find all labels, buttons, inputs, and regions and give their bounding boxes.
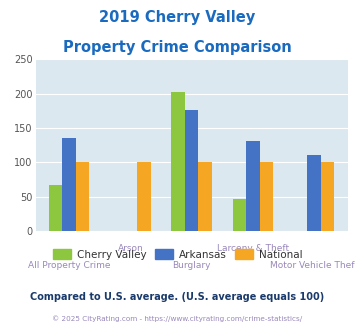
- Bar: [76, 162, 89, 231]
- Text: 2019 Cherry Valley: 2019 Cherry Valley: [99, 10, 256, 25]
- Bar: [62, 138, 76, 231]
- Bar: [171, 92, 185, 231]
- Text: Motor Vehicle Theft: Motor Vehicle Theft: [270, 261, 355, 270]
- Bar: [307, 155, 321, 231]
- Text: All Property Crime: All Property Crime: [28, 261, 110, 270]
- Text: Arson: Arson: [118, 244, 143, 253]
- Text: Burglary: Burglary: [173, 261, 211, 270]
- Bar: [185, 110, 198, 231]
- Bar: [233, 199, 246, 231]
- Text: Property Crime Comparison: Property Crime Comparison: [63, 40, 292, 54]
- Bar: [321, 162, 334, 231]
- Text: © 2025 CityRating.com - https://www.cityrating.com/crime-statistics/: © 2025 CityRating.com - https://www.city…: [53, 315, 302, 322]
- Bar: [49, 185, 62, 231]
- Bar: [137, 162, 151, 231]
- Bar: [198, 162, 212, 231]
- Bar: [260, 162, 273, 231]
- Text: Larceny & Theft: Larceny & Theft: [217, 244, 289, 253]
- Bar: [246, 141, 260, 231]
- Legend: Cherry Valley, Arkansas, National: Cherry Valley, Arkansas, National: [49, 245, 306, 264]
- Text: Compared to U.S. average. (U.S. average equals 100): Compared to U.S. average. (U.S. average …: [31, 292, 324, 302]
